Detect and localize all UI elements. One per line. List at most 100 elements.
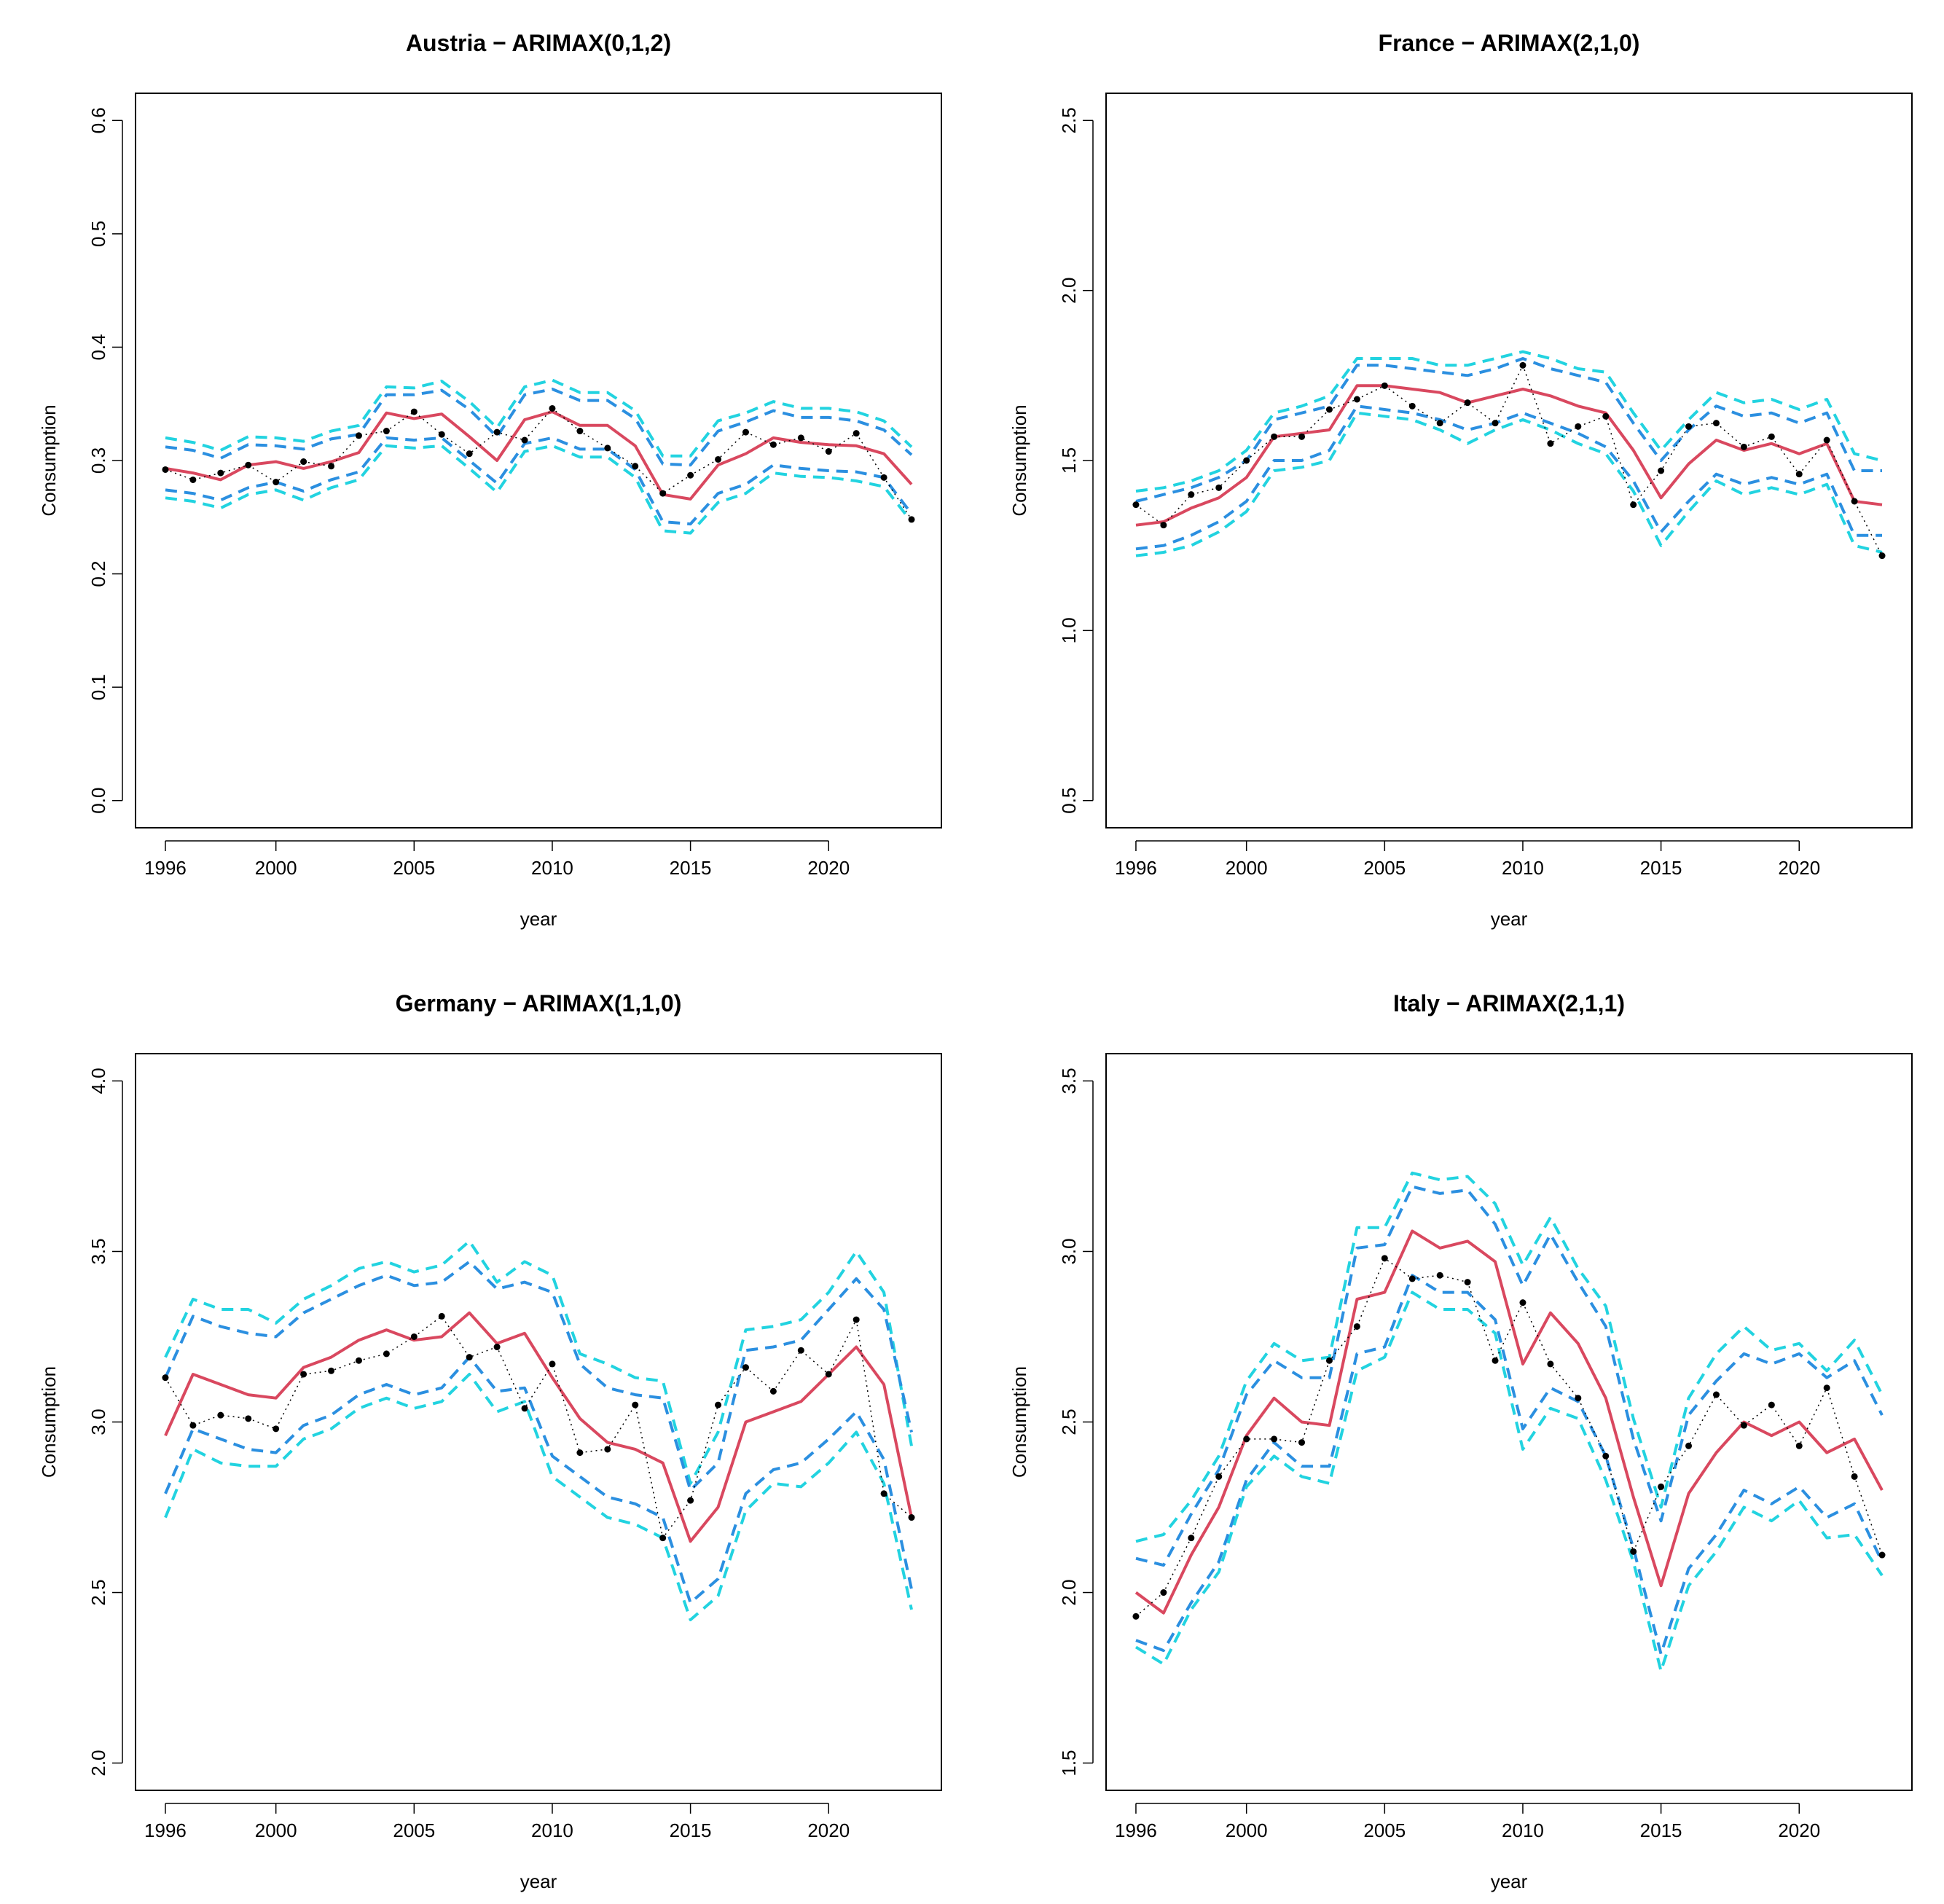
data-point xyxy=(245,1415,252,1422)
data-point xyxy=(1325,406,1333,413)
x-tick-label: 2010 xyxy=(1502,857,1544,879)
y-axis-label: Consumption xyxy=(38,1366,60,1478)
data-point xyxy=(1271,433,1278,440)
data-point xyxy=(410,408,418,415)
data-point xyxy=(1271,1435,1278,1443)
data-point xyxy=(1658,1483,1665,1490)
data-point xyxy=(1740,443,1747,450)
series-observed-line xyxy=(1135,364,1883,557)
data-point xyxy=(1547,440,1554,447)
data-point xyxy=(273,1425,280,1433)
data-point xyxy=(1630,1548,1637,1555)
data-point xyxy=(383,428,390,435)
data-point xyxy=(438,1312,445,1320)
y-axis-label: Consumption xyxy=(1008,404,1030,516)
plot-frame xyxy=(1105,1053,1913,1791)
series-upper-95-line xyxy=(165,378,913,458)
series-observed-line xyxy=(1135,1257,1883,1617)
series-lower-95-line xyxy=(164,1373,913,1621)
y-tick-label: 0.0 xyxy=(87,788,109,814)
x-tick-label: 2020 xyxy=(1778,1819,1820,1841)
x-tick-label: 2005 xyxy=(1363,857,1406,879)
series-fitted-line xyxy=(1134,1229,1884,1615)
y-tick-label: 1.5 xyxy=(1058,447,1080,474)
data-point xyxy=(1851,1473,1858,1480)
series-upper-95-line xyxy=(1135,1171,1884,1543)
y-axis-label: Consumption xyxy=(38,404,60,516)
y-tick-label: 2.0 xyxy=(1058,1579,1080,1605)
x-tick-label: 2000 xyxy=(255,857,297,879)
y-tick-label: 2.0 xyxy=(87,1750,109,1776)
data-point xyxy=(466,1354,473,1361)
data-point xyxy=(549,1360,556,1368)
data-point xyxy=(355,1357,362,1364)
data-point xyxy=(769,1387,777,1395)
data-point xyxy=(1160,1589,1167,1597)
x-tick-label: 2000 xyxy=(1226,857,1268,879)
data-point xyxy=(383,1350,390,1358)
data-point xyxy=(162,466,169,473)
chart-title: France − ARIMAX(2,1,0) xyxy=(1379,30,1640,56)
data-point xyxy=(1298,433,1306,440)
data-point xyxy=(1630,501,1637,509)
data-point xyxy=(521,436,528,444)
x-tick-label: 1996 xyxy=(144,1819,187,1841)
data-point xyxy=(1408,1275,1416,1282)
data-point xyxy=(769,441,777,448)
data-point xyxy=(1464,399,1471,407)
data-point xyxy=(1547,1360,1554,1368)
data-point xyxy=(1215,484,1223,491)
x-tick-label: 2005 xyxy=(393,857,435,879)
series-upper-80-line xyxy=(164,1260,913,1492)
y-tick-label: 1.0 xyxy=(1058,617,1080,643)
data-point xyxy=(715,455,722,463)
data-point xyxy=(328,1367,335,1374)
data-point xyxy=(245,461,252,469)
y-tick-label: 2.5 xyxy=(87,1579,109,1605)
x-axis-label: year xyxy=(520,908,557,930)
data-point xyxy=(1436,420,1443,427)
data-point xyxy=(1602,412,1610,420)
x-tick-label: 2005 xyxy=(1363,1819,1406,1841)
series-upper-80-line xyxy=(1135,1185,1884,1567)
data-point xyxy=(908,1514,915,1521)
data-point xyxy=(1575,423,1582,430)
y-tick-label: 2.5 xyxy=(1058,1409,1080,1435)
data-point xyxy=(659,490,667,497)
data-point xyxy=(1215,1473,1223,1480)
data-point xyxy=(493,428,501,436)
x-axis-label: year xyxy=(520,1870,557,1892)
data-point xyxy=(1464,1279,1471,1286)
x-tick-label: 2010 xyxy=(1502,1819,1544,1841)
data-point xyxy=(742,1364,749,1371)
data-point xyxy=(1685,1442,1693,1449)
y-tick-label: 0.4 xyxy=(87,334,109,360)
y-tick-label: 0.5 xyxy=(1058,788,1080,814)
chart-title: Italy − ARIMAX(2,1,1) xyxy=(1393,990,1625,1016)
data-point xyxy=(1878,552,1886,560)
data-point xyxy=(328,463,335,470)
data-point xyxy=(1132,501,1140,509)
data-point xyxy=(632,1401,639,1409)
y-tick-label: 0.3 xyxy=(87,447,109,474)
data-point xyxy=(908,516,915,523)
data-point xyxy=(604,444,611,452)
data-point xyxy=(1381,382,1388,389)
plot-frame xyxy=(135,1053,942,1791)
data-point xyxy=(162,1374,169,1382)
series-observed-line xyxy=(165,407,912,520)
series-upper-95-line xyxy=(1135,350,1883,493)
x-tick-label: 2015 xyxy=(670,1819,712,1841)
data-point xyxy=(576,1449,584,1457)
data-point xyxy=(1353,396,1360,403)
x-tick-label: 2020 xyxy=(1778,857,1820,879)
data-point xyxy=(825,1371,832,1378)
data-point xyxy=(1519,1299,1526,1306)
data-point xyxy=(1492,1357,1499,1364)
chart-panel-0: Austria − ARIMAX(0,1,2) 1996 2000 2005 2010 2… xyxy=(38,30,942,930)
data-point xyxy=(1685,423,1693,430)
chart-title: Germany − ARIMAX(1,1,0) xyxy=(396,990,682,1016)
x-tick-label: 2015 xyxy=(670,857,712,879)
data-point xyxy=(438,431,445,438)
data-point xyxy=(1768,1401,1775,1409)
